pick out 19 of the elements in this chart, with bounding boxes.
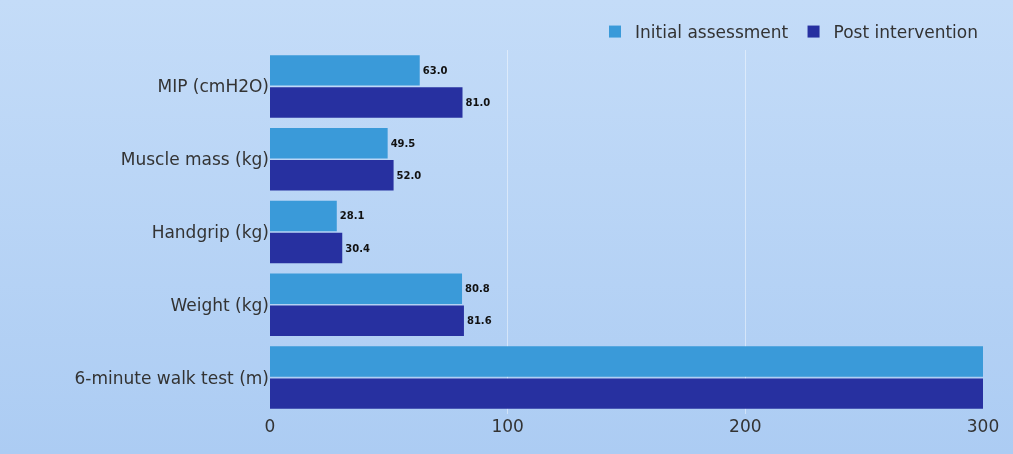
data-label: 49.5: [390, 137, 416, 149]
data-label: 80.8: [465, 283, 490, 295]
x-tick-label: 0: [264, 416, 276, 436]
y-tick-label: Weight (kg): [170, 294, 269, 315]
y-tick-label: Handgrip (kg): [151, 221, 269, 242]
data-label: 81.0: [465, 96, 491, 108]
data-label: 52.0: [396, 169, 422, 181]
y-tick-label: Muscle mass (kg): [120, 149, 269, 170]
data-label: 28.1: [339, 210, 365, 222]
x-tick-label: 100: [491, 416, 524, 436]
y-tick-label: 6-minute walk test (m): [74, 367, 269, 388]
data-label: 63.0: [422, 64, 448, 76]
x-tick-label: 300: [966, 416, 1000, 436]
data-label: 81.6: [466, 315, 492, 327]
legend-label: Post intervention: [833, 22, 978, 43]
legend-label: Initial assessment: [635, 22, 789, 43]
x-tick-label: 200: [729, 416, 762, 436]
y-tick-label: MIP (cmH2O): [157, 76, 269, 97]
data-label: 30.4: [345, 242, 370, 254]
